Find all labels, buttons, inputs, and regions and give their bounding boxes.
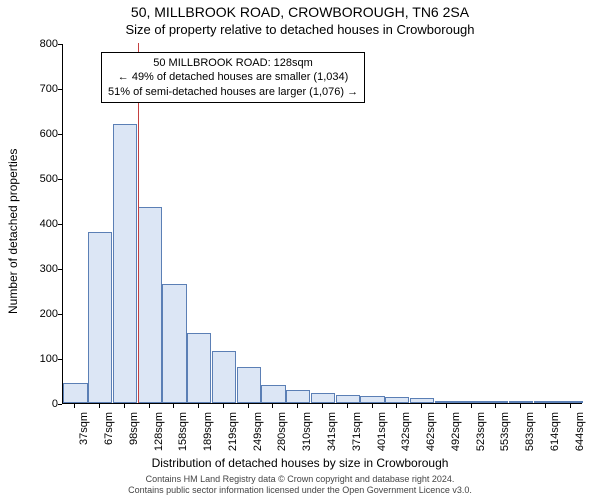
y-tick-mark <box>58 224 62 225</box>
annotation-line-1: 50 MILLBROOK ROAD: 128sqm <box>108 56 358 70</box>
y-tick-label: 100 <box>40 353 58 365</box>
x-tick-label: 310sqm <box>301 412 313 451</box>
footer-line-1: Contains HM Land Registry data © Crown c… <box>0 474 600 485</box>
plot-area: 50 MILLBROOK ROAD: 128sqm ← 49% of detac… <box>62 44 582 404</box>
x-tick-label: 37sqm <box>78 412 90 445</box>
x-tick-label: 401sqm <box>376 412 388 451</box>
x-tick-mark <box>124 404 125 408</box>
y-tick-label: 400 <box>40 218 58 230</box>
x-tick-mark <box>74 404 75 408</box>
bar <box>459 401 483 403</box>
bar <box>509 401 533 403</box>
x-tick-mark <box>471 404 472 408</box>
x-tick-label: 523sqm <box>475 412 487 451</box>
x-tick-mark <box>99 404 100 408</box>
bar <box>385 397 409 403</box>
bar <box>410 398 434 403</box>
y-tick-label: 200 <box>40 308 58 320</box>
y-tick-label: 600 <box>40 128 58 140</box>
x-tick-mark <box>173 404 174 408</box>
y-tick-mark <box>58 359 62 360</box>
x-tick-label: 280sqm <box>276 412 288 451</box>
bar <box>261 385 285 403</box>
footer-line-2: Contains public sector information licen… <box>0 485 600 496</box>
x-tick-label: 158sqm <box>177 412 189 451</box>
x-tick-label: 432sqm <box>400 412 412 451</box>
x-tick-label: 462sqm <box>425 412 437 451</box>
x-tick-mark <box>570 404 571 408</box>
x-tick-mark <box>495 404 496 408</box>
bar <box>558 401 582 403</box>
bar <box>187 333 211 403</box>
x-tick-label: 583sqm <box>524 412 536 451</box>
x-tick-label: 249sqm <box>252 412 264 451</box>
bar <box>113 124 137 403</box>
annotation-line-3: 51% of semi-detached houses are larger (… <box>108 85 358 99</box>
x-tick-mark <box>322 404 323 408</box>
bar <box>311 393 335 403</box>
x-tick-label: 492sqm <box>450 412 462 451</box>
y-tick-mark <box>58 44 62 45</box>
footer: Contains HM Land Registry data © Crown c… <box>0 474 600 496</box>
title-sub: Size of property relative to detached ho… <box>0 22 600 37</box>
y-tick-mark <box>58 269 62 270</box>
bar <box>286 390 310 404</box>
bar <box>360 396 384 403</box>
y-tick-mark <box>58 134 62 135</box>
x-tick-label: 614sqm <box>549 412 561 451</box>
bar <box>484 401 508 403</box>
x-tick-label: 553sqm <box>499 412 511 451</box>
y-tick-mark <box>58 404 62 405</box>
x-tick-mark <box>248 404 249 408</box>
x-tick-mark <box>272 404 273 408</box>
bar <box>212 351 236 403</box>
x-tick-label: 341sqm <box>326 412 338 451</box>
x-tick-mark <box>446 404 447 408</box>
y-tick-label: 700 <box>40 83 58 95</box>
x-tick-label: 98sqm <box>128 412 140 445</box>
y-tick-mark <box>58 179 62 180</box>
chart-container: 50, MILLBROOK ROAD, CROWBOROUGH, TN6 2SA… <box>0 0 600 500</box>
x-tick-mark <box>223 404 224 408</box>
bar <box>534 401 558 403</box>
x-tick-mark <box>372 404 373 408</box>
y-tick-label: 500 <box>40 173 58 185</box>
title-main: 50, MILLBROOK ROAD, CROWBOROUGH, TN6 2SA <box>0 4 600 20</box>
bar <box>336 395 360 403</box>
y-tick-mark <box>58 89 62 90</box>
bar <box>435 401 459 403</box>
x-tick-mark <box>149 404 150 408</box>
bar <box>162 284 186 403</box>
x-tick-mark <box>347 404 348 408</box>
bar <box>88 232 112 403</box>
x-tick-label: 67sqm <box>103 412 115 445</box>
x-tick-mark <box>520 404 521 408</box>
x-tick-label: 128sqm <box>153 412 165 451</box>
y-tick-label: 800 <box>40 38 58 50</box>
y-tick-mark <box>58 314 62 315</box>
x-tick-label: 219sqm <box>227 412 239 451</box>
x-tick-mark <box>545 404 546 408</box>
bar <box>63 383 87 403</box>
x-tick-mark <box>198 404 199 408</box>
x-tick-label: 371sqm <box>351 412 363 451</box>
x-tick-label: 644sqm <box>574 412 586 451</box>
y-tick-label: 300 <box>40 263 58 275</box>
annotation-box: 50 MILLBROOK ROAD: 128sqm ← 49% of detac… <box>101 52 365 103</box>
x-tick-label: 189sqm <box>202 412 214 451</box>
x-tick-mark <box>297 404 298 408</box>
bar <box>138 207 162 403</box>
x-tick-mark <box>396 404 397 408</box>
y-axis-label: Number of detached properties <box>6 149 20 314</box>
x-tick-mark <box>421 404 422 408</box>
x-axis-label: Distribution of detached houses by size … <box>0 456 600 470</box>
bar <box>237 367 261 403</box>
annotation-line-2: ← 49% of detached houses are smaller (1,… <box>108 70 358 84</box>
